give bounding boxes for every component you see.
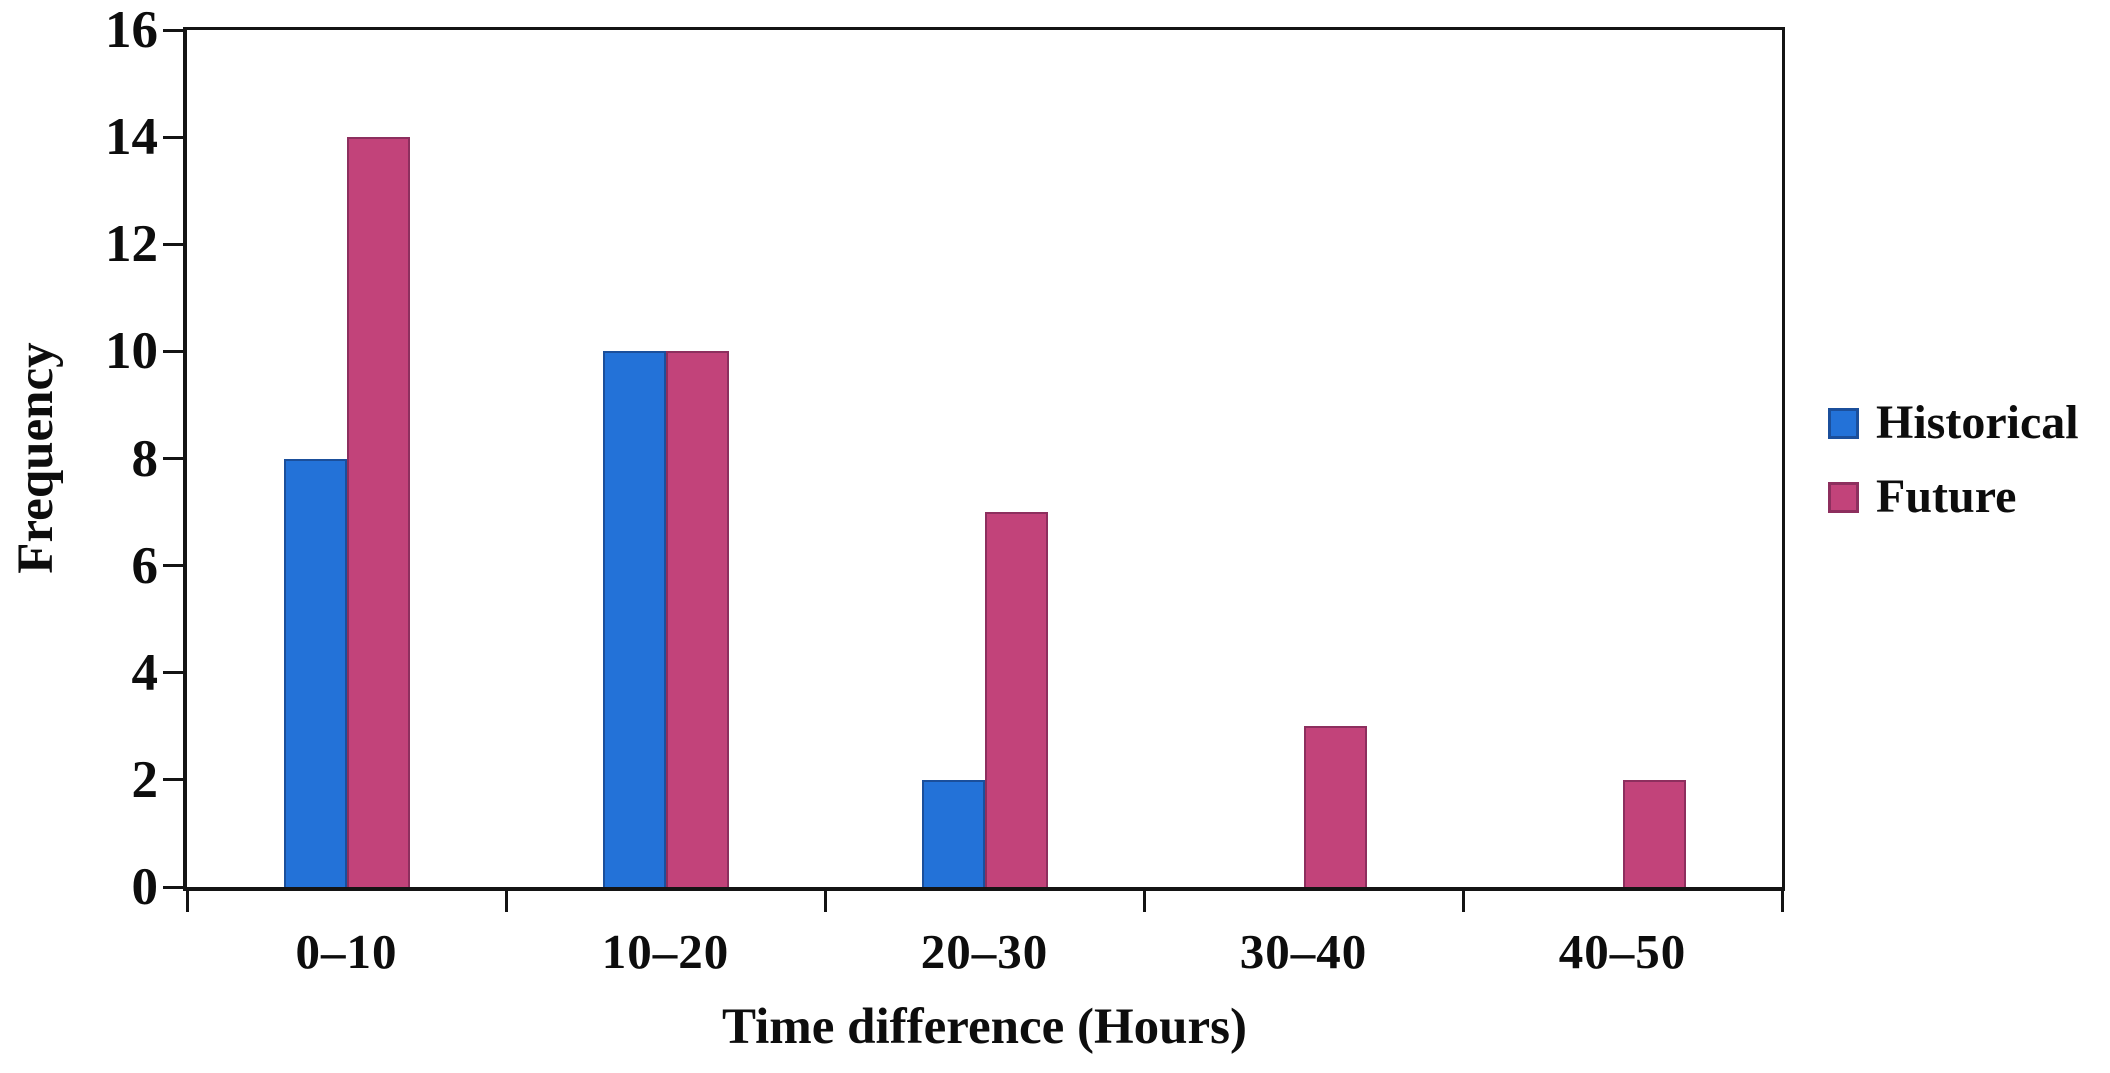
y-axis-tick xyxy=(163,242,183,246)
y-tick-label: 8 xyxy=(131,429,159,488)
y-tick-label: 12 xyxy=(105,215,158,274)
x-axis-title: Time difference (Hours) xyxy=(722,999,1247,1055)
legend: Historical Future xyxy=(1828,398,2079,522)
x-axis-tick xyxy=(504,891,508,912)
y-axis-tick xyxy=(163,135,183,139)
bar-future-20–30 xyxy=(984,512,1048,887)
legend-swatch-historical-icon xyxy=(1828,407,1859,439)
legend-swatch-future-icon xyxy=(1828,481,1859,513)
legend-item-historical: Historical xyxy=(1828,398,2079,448)
x-tick-label: 40–50 xyxy=(1558,924,1687,979)
legend-item-future: Future xyxy=(1828,472,2079,522)
y-tick-label: 14 xyxy=(105,108,158,167)
y-axis-tick xyxy=(163,457,183,460)
x-axis-tick xyxy=(823,891,827,912)
bar-future-10–20 xyxy=(665,351,729,887)
x-axis-tick xyxy=(1142,891,1146,912)
y-tick-label: 10 xyxy=(105,322,158,381)
x-axis-tick xyxy=(1780,891,1784,912)
y-axis-tick xyxy=(163,564,183,568)
y-tick-label: 16 xyxy=(105,1,158,59)
y-tick-label: 2 xyxy=(131,750,159,809)
bar-historical-0–10 xyxy=(283,458,347,887)
x-tick-label: 10–20 xyxy=(601,924,730,979)
bar-future-30–40 xyxy=(1303,726,1367,887)
bar-historical-10–20 xyxy=(602,351,666,887)
legend-label-historical: Historical xyxy=(1876,396,2079,449)
x-axis-tick xyxy=(185,891,189,912)
x-axis-tick xyxy=(1461,891,1465,912)
x-tick-label: 0–10 xyxy=(295,924,398,979)
bar-historical-20–30 xyxy=(921,779,985,887)
y-axis-tick xyxy=(163,28,183,32)
y-axis-tick xyxy=(163,349,183,353)
y-axis-tick xyxy=(163,671,183,675)
x-tick-label: 30–40 xyxy=(1239,924,1368,979)
y-tick-label: 6 xyxy=(131,536,159,595)
y-axis-tick xyxy=(163,885,183,889)
y-tick-label: 0 xyxy=(131,858,159,916)
x-tick-label: 20–30 xyxy=(920,924,1049,979)
plot-area xyxy=(183,27,1785,891)
y-tick-label: 4 xyxy=(131,643,159,702)
bar-future-40–50 xyxy=(1622,779,1686,887)
legend-label-future: Future xyxy=(1876,470,2017,523)
bar-future-0–10 xyxy=(346,137,410,887)
y-axis-tick xyxy=(163,778,183,782)
